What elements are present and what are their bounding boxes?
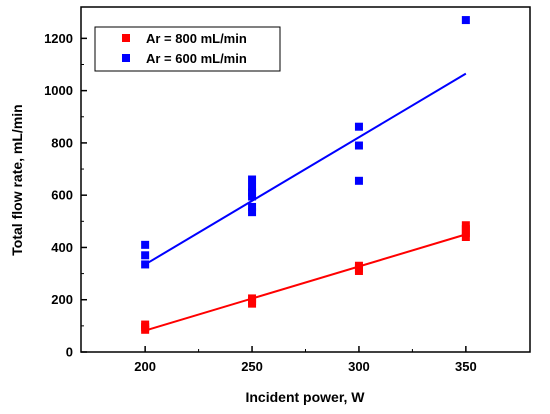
legend: Ar = 800 mL/min Ar = 600 mL/min	[94, 26, 281, 72]
y-tick-label: 200	[51, 292, 73, 307]
data-points	[141, 16, 470, 334]
legend-label-800: Ar = 800 mL/min	[146, 31, 247, 46]
y-tick-label: 0	[66, 345, 73, 360]
y-axis-title: Total flow rate, mL/min	[9, 104, 25, 255]
y-tick-label: 600	[51, 188, 73, 203]
x-axis-title: Incident power, W	[245, 389, 365, 405]
legend-label-600: Ar = 600 mL/min	[146, 51, 247, 66]
fit-lines	[144, 72, 467, 332]
legend-marker-600	[122, 54, 130, 62]
data-point-series-1	[248, 208, 257, 217]
fit-line-series-1	[144, 72, 467, 266]
data-point-series-0	[141, 320, 150, 329]
x-tick-label: 350	[455, 359, 477, 374]
data-point-series-1	[248, 202, 257, 211]
data-point-series-0	[461, 221, 470, 230]
data-point-series-1	[354, 141, 363, 150]
data-point-series-1	[248, 175, 257, 184]
fit-line-series-0	[144, 233, 467, 332]
y-tick-label: 400	[51, 240, 73, 255]
data-point-series-1	[461, 16, 470, 25]
data-point-series-1	[248, 183, 257, 192]
data-point-series-0	[248, 294, 257, 303]
x-tick-label: 200	[134, 359, 156, 374]
data-point-series-1	[248, 188, 257, 197]
data-point-series-1	[141, 260, 150, 269]
legend-marker-800	[122, 34, 130, 42]
data-point-series-1	[141, 240, 150, 249]
y-tick-label: 800	[51, 135, 73, 150]
data-point-series-1	[141, 251, 150, 260]
x-tick-label: 300	[348, 359, 370, 374]
x-tick-label: 250	[241, 359, 263, 374]
y-tick-label: 1000	[44, 83, 73, 98]
data-point-series-1	[354, 176, 363, 185]
axis-ticks: 200 250 300 350 0 200 400 600 800 1000 1200	[44, 31, 477, 374]
y-tick-label: 1200	[44, 31, 73, 46]
data-point-series-1	[354, 122, 363, 131]
data-point-series-0	[354, 261, 363, 270]
